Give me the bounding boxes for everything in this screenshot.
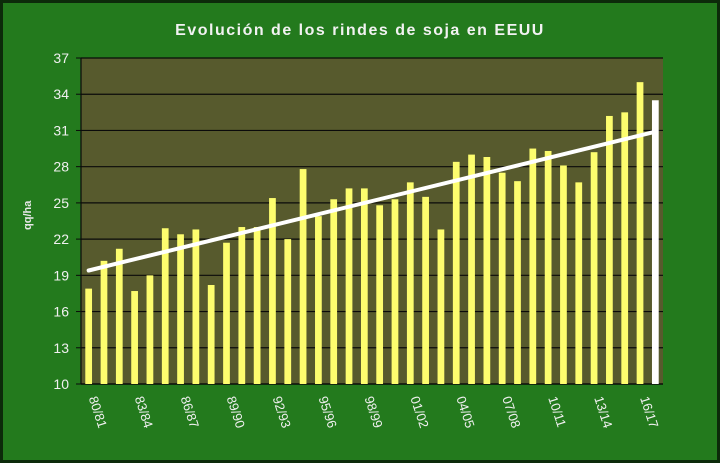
- x-tick-label: 89/90: [224, 394, 248, 430]
- bar: [437, 229, 445, 384]
- bar: [161, 228, 169, 384]
- bar: [544, 150, 552, 384]
- x-tick-label: 04/05: [453, 394, 477, 430]
- x-tick-label: 10/11: [545, 394, 569, 429]
- x-tick-label: 92/93: [270, 394, 294, 430]
- bar: [238, 227, 246, 384]
- y-tick-label: 19: [53, 267, 69, 283]
- bar: [330, 199, 338, 384]
- bar: [406, 182, 414, 384]
- x-tick-label: 01/02: [407, 394, 431, 430]
- y-tick-label: 34: [53, 86, 69, 102]
- chart-title: Evolución de los rindes de soja en EEUU: [175, 22, 545, 39]
- y-ticks: 10 13 16 19 22 25 28 31 34 37: [53, 50, 81, 392]
- bar: [100, 260, 108, 384]
- y-tick-label: 31: [53, 122, 69, 138]
- x-tick-label: 98/99: [361, 394, 385, 430]
- bar: [315, 216, 322, 384]
- bar: [498, 172, 506, 384]
- bar: [207, 284, 215, 384]
- y-tick-label: 25: [53, 195, 69, 211]
- bar: [636, 82, 644, 385]
- x-tick-label: 07/08: [499, 394, 523, 430]
- bar: [177, 234, 184, 384]
- y-tick-label: 13: [53, 340, 69, 356]
- x-tick-label: 13/14: [591, 394, 615, 430]
- bar: [590, 152, 598, 384]
- bar-last: [651, 100, 659, 384]
- bar: [452, 161, 460, 384]
- bar: [223, 242, 230, 384]
- bar: [606, 115, 613, 384]
- bar: [146, 275, 154, 384]
- y-tick-label: 22: [53, 231, 69, 247]
- bar: [483, 157, 491, 384]
- x-tick-label: 86/87: [178, 394, 202, 430]
- bar: [360, 188, 368, 384]
- trend-line: [86, 129, 658, 273]
- bars: [85, 82, 659, 385]
- bar: [376, 205, 384, 384]
- bar: [529, 148, 537, 384]
- x-tick-label: 80/81: [86, 394, 110, 430]
- x-tick-label: 95/96: [316, 394, 340, 430]
- x-tick-label: 83/84: [132, 394, 156, 430]
- bar: [269, 198, 276, 384]
- y-tick-label: 16: [53, 304, 69, 320]
- bar: [621, 112, 629, 384]
- bar: [131, 291, 138, 384]
- bar: [345, 188, 353, 384]
- bar: [514, 181, 521, 384]
- y-tick-label: 37: [53, 50, 69, 66]
- bar: [115, 248, 123, 384]
- bar: [468, 154, 475, 384]
- bar: [299, 169, 307, 384]
- bar: [422, 196, 429, 384]
- bar: [253, 227, 261, 384]
- y-tick-label: 10: [53, 376, 69, 392]
- bar: [560, 165, 567, 384]
- bar: [192, 229, 200, 384]
- bar: [575, 182, 583, 384]
- bar: [85, 288, 93, 384]
- x-ticks: 80/81 83/84 86/87 89/90 92/93 95/96 98/99 01/02…: [86, 394, 662, 430]
- y-tick-label: 28: [53, 159, 69, 175]
- bar: [391, 199, 399, 384]
- x-tick-label: 16/17: [637, 394, 661, 430]
- bar: [284, 239, 292, 384]
